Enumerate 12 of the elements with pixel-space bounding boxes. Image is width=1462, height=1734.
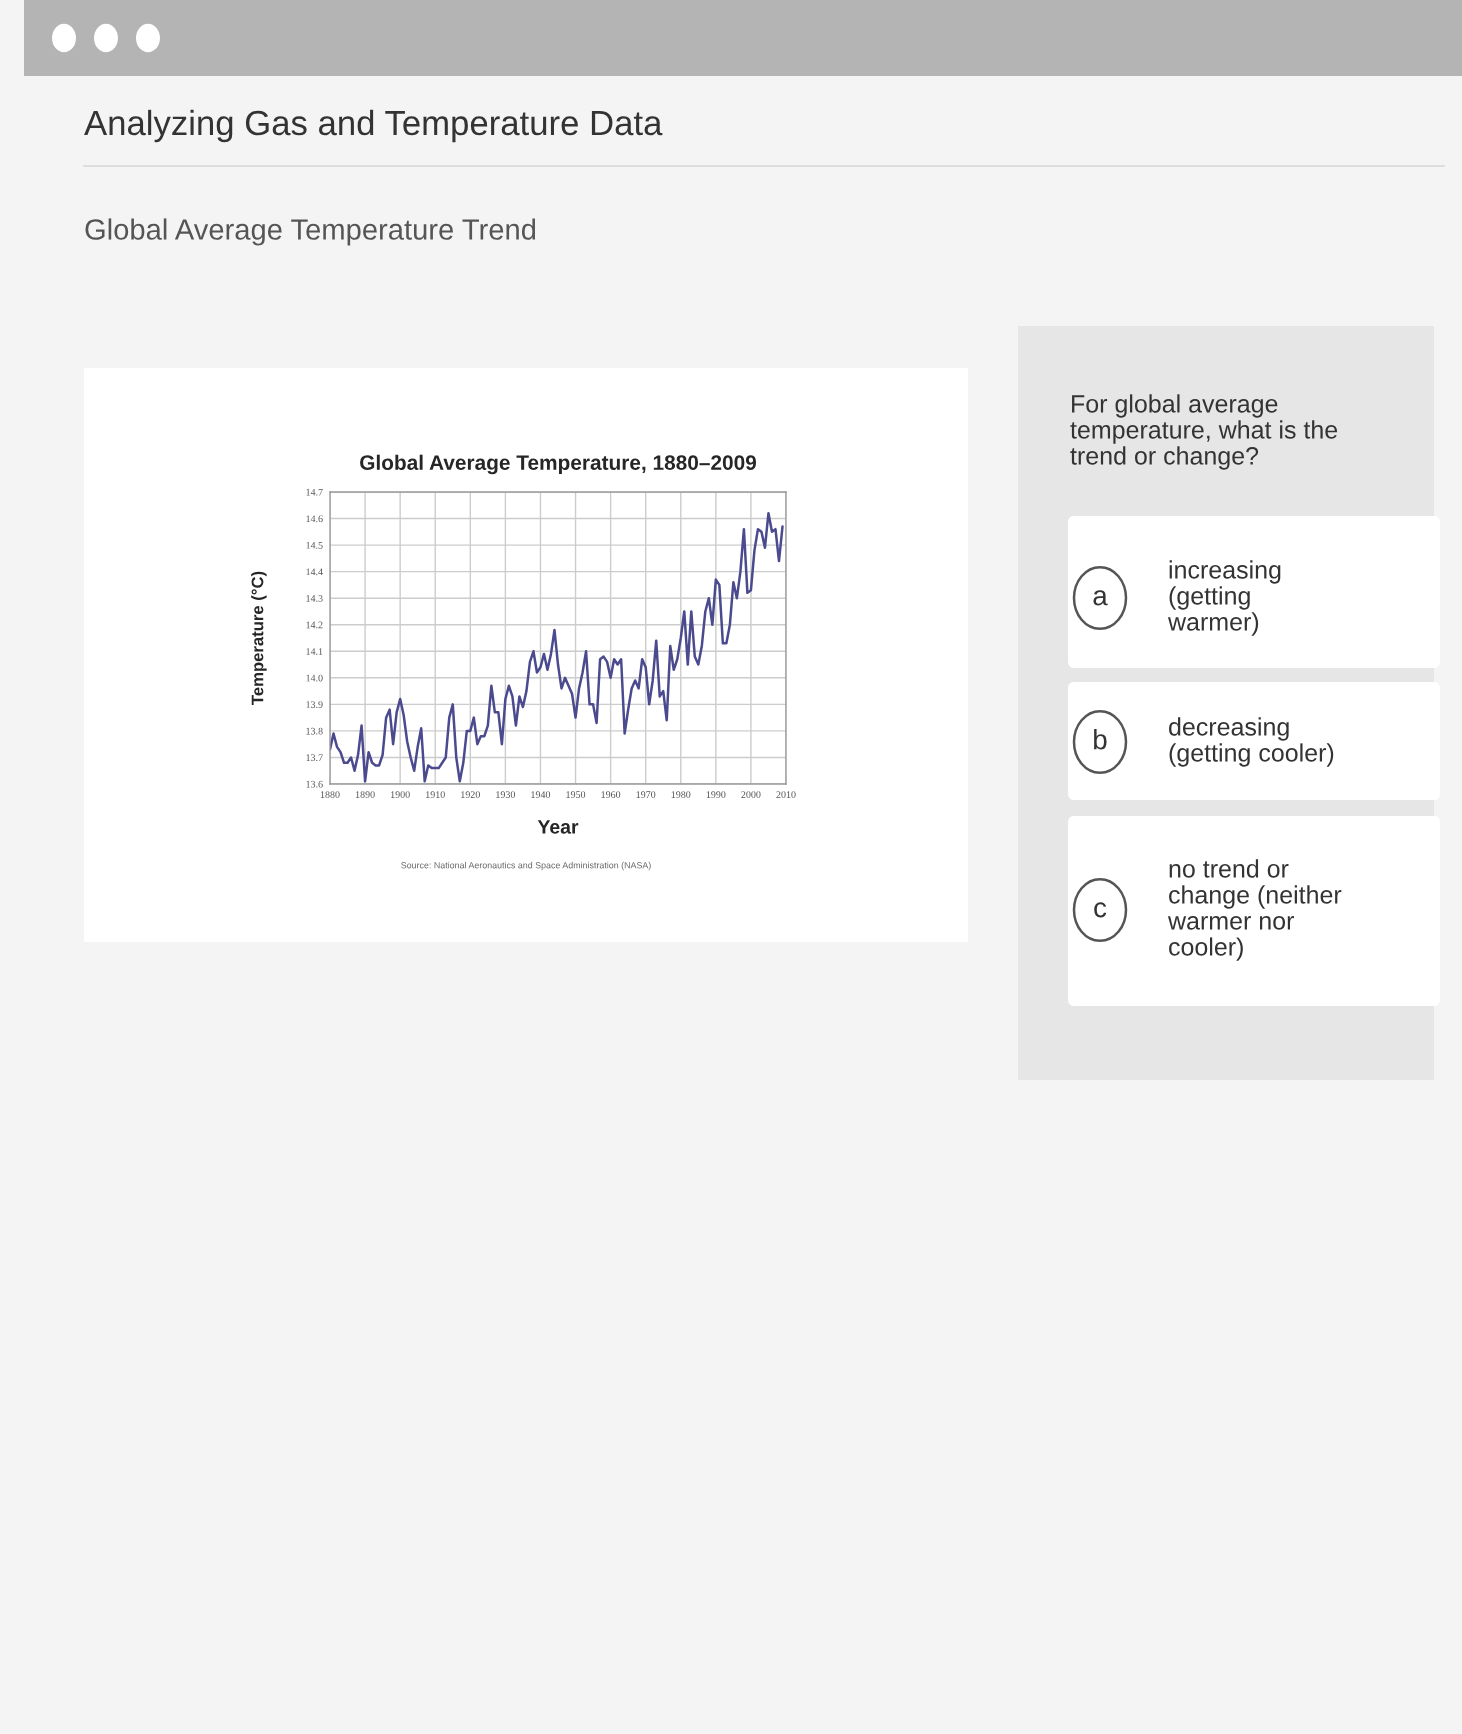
text: c [1094, 902, 1107, 918]
text: For global average temperature, what is the trend or change? [1070, 394, 1338, 470]
y-axis-title: Temperature (°C) [251, 571, 267, 705]
text: increasing (getting warmer) [1167, 560, 1281, 636]
text: no trend or change (neither warmer nor cooler) [1167, 859, 1342, 961]
text: decreasing (getting cooler) [1169, 717, 1334, 767]
text: a [1093, 590, 1108, 606]
text: b [1094, 729, 1107, 750]
text: Global Average Temperature Trend [85, 218, 536, 246]
chart-title: Global Average Temperature, 1880–2009 [360, 454, 757, 475]
x-axis-title: Year [537, 820, 579, 834]
text: Analyzing Gas and Temperature Data [84, 109, 663, 143]
